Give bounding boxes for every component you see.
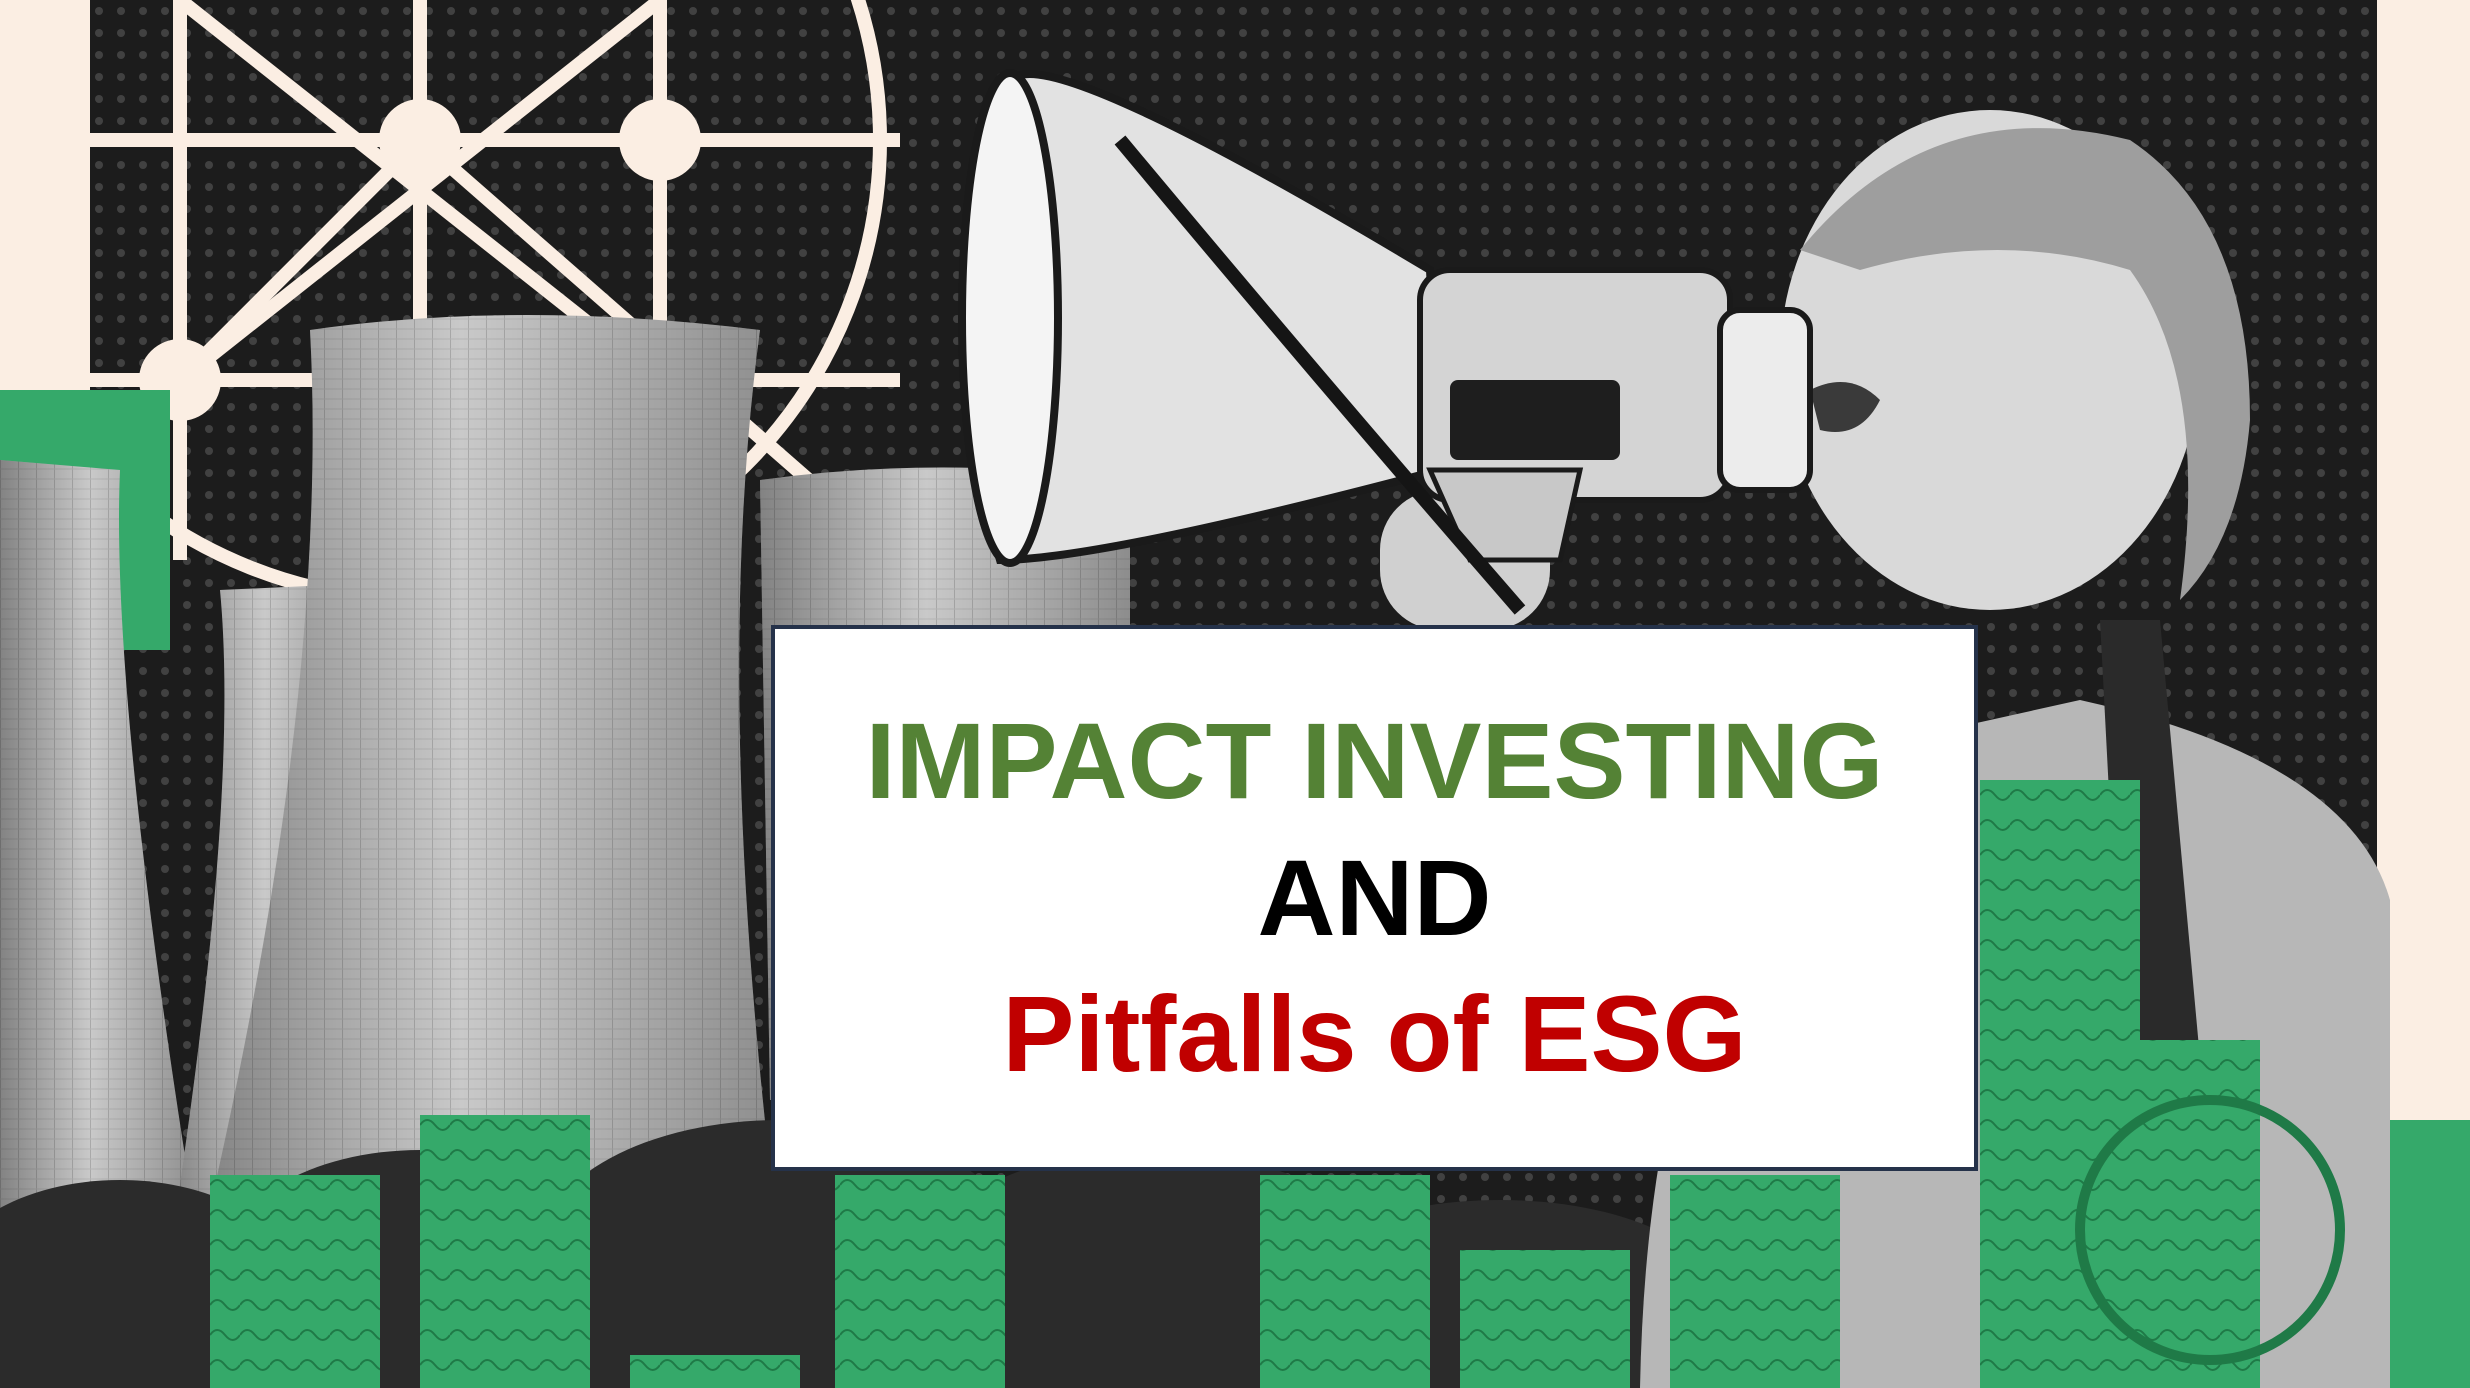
title-card: IMPACT INVESTING AND Pitfalls of ESG [771,625,1978,1171]
dollar-bill-bars [210,780,2345,1388]
title-line-pitfalls-of-esg: Pitfalls of ESG [1002,973,1747,1095]
megaphone-icon [958,69,1813,615]
title-line-and: AND [1257,836,1492,958]
title-line-impact-investing: IMPACT INVESTING [865,699,1884,821]
